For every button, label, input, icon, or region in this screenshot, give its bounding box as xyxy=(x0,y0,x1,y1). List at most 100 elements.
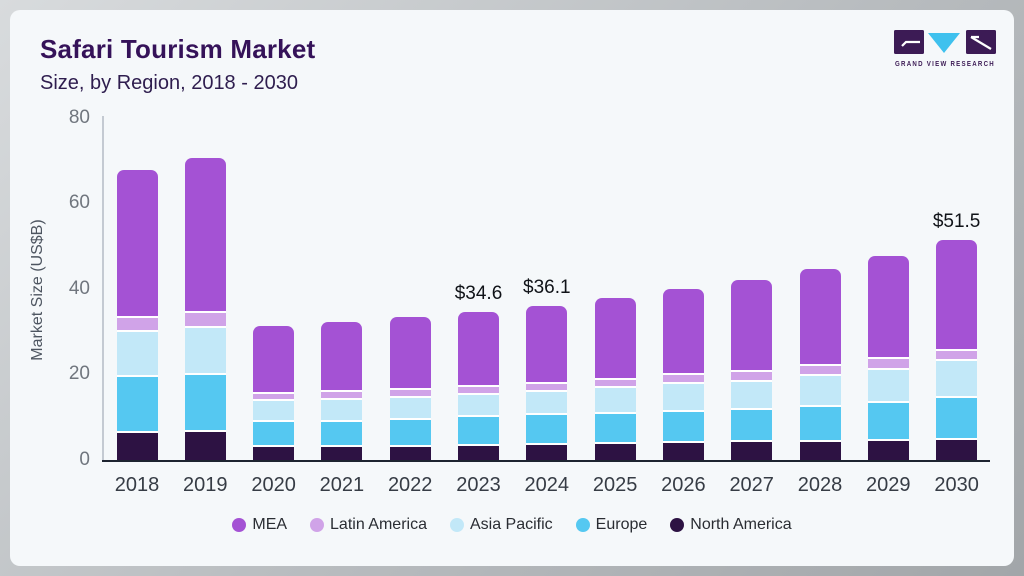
segment-mea-2020 xyxy=(253,326,295,394)
bar-2024 xyxy=(526,305,568,460)
segment-mea-2021 xyxy=(321,321,363,393)
bar-2027 xyxy=(731,279,773,460)
legend-item-north-america: North America xyxy=(670,516,792,534)
segment-asia-pacific-2026 xyxy=(662,383,704,413)
x-axis-label-2024: 2024 xyxy=(524,474,570,496)
page-subtitle: Size, by Region, 2018 - 2030 xyxy=(40,72,298,94)
bar-2021 xyxy=(321,321,363,460)
y-tick-40: 40 xyxy=(68,278,90,299)
segment-north-america-2019 xyxy=(184,432,226,460)
legend-item-asia-pacific: Asia Pacific xyxy=(449,516,553,534)
bar-2025 xyxy=(594,298,636,460)
segment-asia-pacific-2018 xyxy=(116,331,158,377)
x-axis-label-2030: 2030 xyxy=(934,474,979,496)
segment-europe-2025 xyxy=(594,413,636,445)
segment-europe-2029 xyxy=(867,403,909,442)
segment-latin-america-2020 xyxy=(253,393,295,402)
logo-brand-text: GRAND VIEW RESEARCH xyxy=(895,59,995,68)
legend-label-europe: Europe xyxy=(595,516,648,533)
y-axis-line xyxy=(102,116,104,462)
segment-north-america-2026 xyxy=(662,443,704,460)
segment-asia-pacific-2027 xyxy=(731,381,773,411)
segment-asia-pacific-2028 xyxy=(799,375,841,408)
bar-2023 xyxy=(458,312,499,460)
segment-latin-america-2018 xyxy=(116,317,158,332)
segment-asia-pacific-2023 xyxy=(458,395,499,418)
chart-card: Safari Tourism Market Size, by Region, 2… xyxy=(10,10,1014,566)
segment-mea-2018 xyxy=(116,169,158,318)
bar-2020 xyxy=(253,326,295,460)
legend-dot-mea-icon xyxy=(232,518,247,532)
x-axis-label-2021: 2021 xyxy=(319,474,365,496)
segment-asia-pacific-2021 xyxy=(321,399,363,422)
segment-asia-pacific-2020 xyxy=(253,401,295,422)
segment-europe-2019 xyxy=(184,374,226,433)
segment-europe-2023 xyxy=(458,417,499,446)
grand-view-research-logo: GRAND VIEW RESEARCH xyxy=(894,30,996,68)
segment-north-america-2030 xyxy=(936,439,978,460)
y-tick-60: 60 xyxy=(68,192,90,213)
segment-asia-pacific-2030 xyxy=(936,361,978,399)
segment-europe-2027 xyxy=(731,410,773,443)
bar-2018 xyxy=(116,169,158,460)
segment-mea-2027 xyxy=(731,279,773,373)
segment-north-america-2022 xyxy=(389,446,431,460)
segment-mea-2028 xyxy=(799,268,841,366)
value-label-2030: $51.5 xyxy=(932,210,981,232)
x-axis-label-2023: 2023 xyxy=(456,474,501,496)
legend-item-latin-america: Latin America xyxy=(310,516,427,534)
segment-north-america-2020 xyxy=(253,447,295,460)
segment-latin-america-2030 xyxy=(936,351,978,362)
legend-label-north-america: North America xyxy=(690,516,792,533)
segment-mea-2029 xyxy=(867,255,909,359)
bar-2029 xyxy=(867,255,909,460)
x-axis-label-2019: 2019 xyxy=(183,474,228,496)
logo-g-mark xyxy=(901,40,920,47)
legend-dot-asia-pacific-icon xyxy=(449,518,464,532)
segment-north-america-2023 xyxy=(458,445,499,460)
segment-europe-2024 xyxy=(526,414,568,446)
segment-north-america-2024 xyxy=(526,445,568,460)
segment-europe-2021 xyxy=(321,421,363,448)
logo-r-mark xyxy=(970,35,992,50)
segment-north-america-2021 xyxy=(321,447,363,460)
segment-asia-pacific-2025 xyxy=(594,388,636,414)
legend-dot-north-america-icon xyxy=(670,518,685,532)
x-axis-label-2018: 2018 xyxy=(114,474,160,496)
value-label-2023: $34.6 xyxy=(454,283,503,305)
legend-item-europe: Europe xyxy=(575,516,648,534)
segment-europe-2028 xyxy=(799,407,841,443)
x-axis-label-2028: 2028 xyxy=(797,474,843,496)
x-axis-line xyxy=(102,460,990,462)
logo-v-triangle-icon xyxy=(928,33,960,53)
legend-label-mea: MEA xyxy=(252,516,288,533)
page-title: Safari Tourism Market xyxy=(40,34,316,64)
segment-mea-2023 xyxy=(458,312,499,387)
segment-asia-pacific-2029 xyxy=(867,369,909,404)
y-tick-0: 0 xyxy=(79,449,90,470)
segment-latin-america-2019 xyxy=(184,313,226,328)
y-tick-80: 80 xyxy=(68,107,90,128)
x-axis-label-2020: 2020 xyxy=(251,474,296,496)
bar-2030 xyxy=(936,239,978,460)
bar-2022 xyxy=(389,316,431,460)
chart-legend: MEA Latin America Asia Pacific Europe North … xyxy=(0,515,1024,535)
bar-2028 xyxy=(799,268,841,460)
bar-2019 xyxy=(184,158,226,460)
x-axis-label-2027: 2027 xyxy=(729,474,774,496)
segment-latin-america-2022 xyxy=(389,390,431,399)
segment-europe-2022 xyxy=(389,419,431,447)
x-axis-label-2029: 2029 xyxy=(866,474,911,496)
segment-latin-america-2021 xyxy=(321,392,363,400)
segment-mea-2022 xyxy=(389,316,431,391)
x-axis-label-2026: 2026 xyxy=(661,474,706,496)
segment-europe-2030 xyxy=(936,398,978,440)
y-tick-20: 20 xyxy=(68,363,90,384)
segment-latin-america-2024 xyxy=(526,383,568,392)
legend-dot-europe-icon xyxy=(575,518,590,532)
segment-north-america-2018 xyxy=(116,433,158,460)
bar-2026 xyxy=(662,288,704,460)
segment-mea-2026 xyxy=(662,288,704,375)
segment-asia-pacific-2024 xyxy=(526,391,568,415)
